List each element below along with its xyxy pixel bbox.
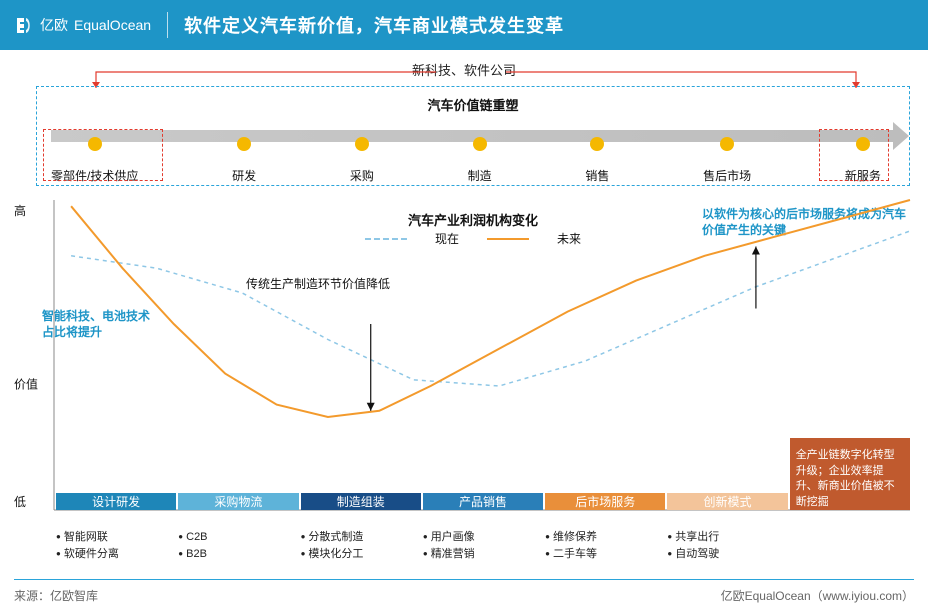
chain-node-label: 新服务 [845, 167, 881, 184]
chain-node: 销售 [585, 137, 609, 184]
bar-bullets: 智能网联软硬件分离 [56, 525, 176, 562]
footer-brand: 亿欧EqualOcean（www.iyiou.com） [721, 587, 914, 604]
brand-logo: 亿欧 EqualOcean [14, 15, 151, 35]
top-caption: 新科技、软件公司 [412, 60, 516, 79]
chain-node: 采购 [350, 137, 374, 184]
bullet-item: 智能网联 [56, 529, 176, 546]
chain-node-label: 采购 [350, 167, 374, 184]
bullets-row: 智能网联软硬件分离C2BB2B分散式制造模块化分工用户画像精准营销维修保养二手车… [56, 525, 910, 562]
bar: 产品销售 [423, 493, 543, 510]
chain-dot-icon [355, 137, 369, 151]
chain-node: 新服务 [845, 137, 881, 184]
chain-node-label: 制造 [468, 167, 492, 184]
logo-text-en: EqualOcean [74, 17, 151, 33]
chain-dot-icon [88, 137, 102, 151]
bar: 制造组装 [301, 493, 421, 510]
bullet-item: 精准营销 [423, 546, 543, 563]
bullet-item: 模块化分工 [301, 546, 421, 563]
chain-node-label: 零部件/技术供应 [51, 167, 138, 184]
chain-dot-icon [237, 137, 251, 151]
bar-fill: 后市场服务 [545, 493, 665, 510]
value-chain-nodes: 零部件/技术供应 研发 采购 制造 销售 售后市场 新服务 [51, 137, 881, 184]
y-tick-low: 低 [14, 493, 26, 510]
chain-node: 零部件/技术供应 [51, 137, 138, 184]
bullet-item: C2B [178, 529, 298, 546]
logo-mark-icon [14, 15, 34, 35]
bar-fill: 设计研发 [56, 493, 176, 510]
chain-dot-icon [720, 137, 734, 151]
value-chain-title: 汽车价值链重塑 [37, 95, 909, 114]
bullet-item: 软硬件分离 [56, 546, 176, 563]
bar-fill: 产品销售 [423, 493, 543, 510]
bar: 全产业链数字化转型升级；企业效率提升、新商业价值被不断挖掘 [790, 438, 910, 510]
infographic-canvas: 新科技、软件公司 汽车价值链重塑 零部件/技术供应 研发 采购 制造 销售 售后市场 新服务… [0, 50, 928, 580]
value-chain-panel: 汽车价值链重塑 零部件/技术供应 研发 采购 制造 销售 售后市场 新服务 [36, 86, 910, 186]
bullet-item: B2B [178, 546, 298, 563]
y-tick-high: 高 [14, 202, 26, 219]
y-axis-label: 价值 [14, 376, 38, 393]
header-divider [167, 12, 168, 38]
bar: 采购物流 [178, 493, 298, 510]
chain-node: 售后市场 [703, 137, 751, 184]
bar: 后市场服务 [545, 493, 665, 510]
bullet-item: 用户画像 [423, 529, 543, 546]
chain-dot-icon [590, 137, 604, 151]
footer-source: 来源：亿欧智库 [14, 587, 98, 604]
profit-structure-chart: 高 价值 低 汽车产业利润机构变化 现在 未来 智能科技、电池技术占比将提升 传… [36, 200, 910, 568]
bullet-item: 分散式制造 [301, 529, 421, 546]
bar-fill: 创新模式 [667, 493, 787, 510]
chain-dot-icon [856, 137, 870, 151]
bar-bullets: 用户画像精准营销 [423, 525, 543, 562]
bar: 设计研发 [56, 493, 176, 510]
bar-bullets: 分散式制造模块化分工 [301, 525, 421, 562]
arrowhead-icon [893, 122, 909, 150]
bar: 创新模式 [667, 493, 787, 510]
page-title: 软件定义汽车新价值，汽车商业模式发生变革 [184, 12, 564, 38]
bar-fill: 全产业链数字化转型升级；企业效率提升、新商业价值被不断挖掘 [790, 438, 910, 510]
bullet-item: 维修保养 [545, 529, 665, 546]
chain-node-label: 售后市场 [703, 167, 751, 184]
bar-bullets: C2BB2B [178, 525, 298, 562]
bar-bullets: 维修保养二手车等 [545, 525, 665, 562]
footer-rule [14, 579, 914, 580]
bar-fill: 采购物流 [178, 493, 298, 510]
chain-node: 制造 [468, 137, 492, 184]
bar-bullets [790, 525, 910, 562]
chain-node: 研发 [232, 137, 256, 184]
bullet-item: 自动驾驶 [667, 546, 787, 563]
bullet-item: 二手车等 [545, 546, 665, 563]
bar-bullets: 共享出行自动驾驶 [667, 525, 787, 562]
footer: 来源：亿欧智库 亿欧EqualOcean（www.iyiou.com） [14, 587, 914, 604]
chain-node-label: 销售 [585, 167, 609, 184]
bullet-item: 共享出行 [667, 529, 787, 546]
logo-text-cn: 亿欧 [40, 15, 68, 35]
chain-dot-icon [473, 137, 487, 151]
chain-node-label: 研发 [232, 167, 256, 184]
header-bar: 亿欧 EqualOcean 软件定义汽车新价值，汽车商业模式发生变革 [0, 0, 928, 50]
bar-row: 设计研发采购物流制造组装产品销售后市场服务创新模式全产业链数字化转型升级；企业效… [56, 300, 910, 510]
bar-fill: 制造组装 [301, 493, 421, 510]
